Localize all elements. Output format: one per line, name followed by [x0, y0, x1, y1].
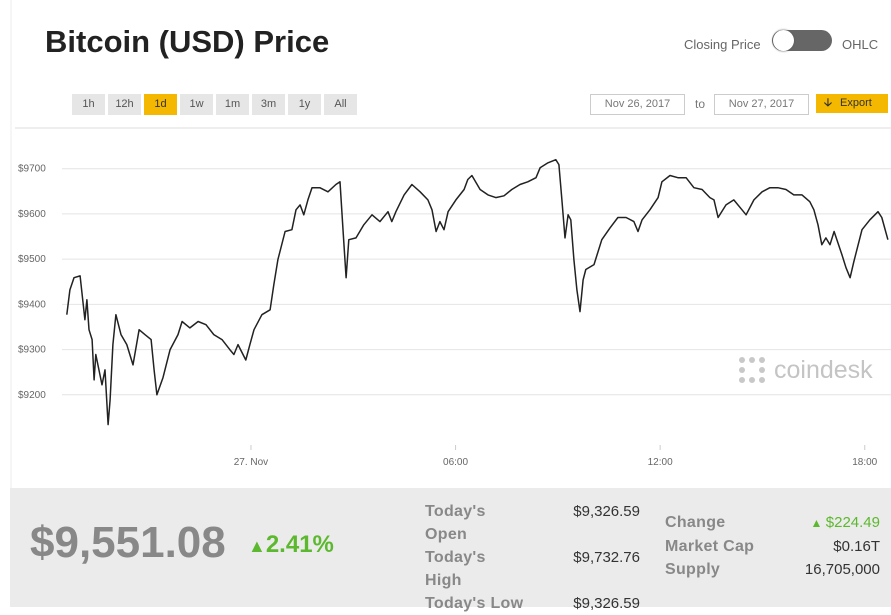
plot: $9200 $9300 $9400 $9500 $9600 $9700 27. Nov 06:… [18, 158, 891, 468]
x-tick-label: 12:00 [648, 457, 673, 468]
price-line [66, 158, 889, 426]
stat-value: $9,326.59 [573, 592, 640, 615]
price-change: ▲2.41% [248, 531, 334, 559]
change-percent: 2.41% [265, 531, 334, 558]
stat-label: Today's Low [425, 595, 524, 612]
stat-value-text: $9,732.76 [573, 549, 640, 566]
stat-label: Market Cap [665, 538, 755, 555]
stat-value-text: $0.16T [833, 538, 880, 555]
range-button[interactable]: All [324, 94, 357, 115]
current-price: $9,551.08 [30, 518, 226, 567]
range-button[interactable]: 1m [216, 94, 249, 115]
up-arrow: ▲ [810, 516, 826, 530]
stat-label: Today's Open [425, 503, 486, 543]
watermark: coindesk [774, 356, 873, 384]
range-button[interactable]: 3m [252, 94, 285, 115]
y-tick-label: $9700 [18, 164, 46, 175]
stat-value: $9,732.76 [573, 546, 640, 569]
stat-value-text: $9,326.59 [573, 503, 640, 520]
stat-row: Today's Open $9,326.59 [425, 500, 640, 546]
range-button[interactable]: 1d [144, 94, 177, 115]
stats-left: Today's Open $9,326.59 Today's High $9,732.… [425, 500, 640, 615]
y-tick-label: $9300 [18, 345, 46, 356]
y-tick-label: $9200 [18, 390, 46, 401]
x-tick-label: 27. Nov [234, 457, 268, 468]
range-button[interactable]: 1w [180, 94, 213, 115]
y-tick-label: $9400 [18, 299, 46, 310]
stat-value: 16,705,000 [805, 558, 880, 581]
y-tick-label: $9500 [18, 254, 46, 265]
toggle-switch[interactable] [772, 30, 832, 51]
range-button[interactable]: 1h [72, 94, 105, 115]
toggle-label: Closing Price [684, 37, 761, 52]
stat-label: Today's High [425, 549, 486, 589]
date-input[interactable]: Nov 26, 2017 [590, 94, 685, 115]
date-separator: to [695, 97, 706, 111]
stat-value-text: $9,326.59 [573, 595, 640, 612]
stat-row: Change ▲ $224.49 [665, 511, 880, 535]
up-arrow: ▲ [248, 536, 266, 556]
stat-row: Market Cap $0.16T [665, 535, 880, 558]
export-icon: 🡣 [824, 97, 832, 109]
toggle-knob [773, 30, 794, 51]
stat-row: Today's Low $9,326.59 [425, 592, 640, 615]
stat-value-text: 16,705,000 [804, 561, 880, 578]
watermark-logo [739, 357, 765, 383]
stat-value-text: $224.49 [825, 514, 880, 531]
range-button[interactable]: 1y [288, 94, 321, 115]
stat-row: Supply 16,705,000 [665, 558, 880, 581]
date-input[interactable]: Nov 27, 2017 [714, 94, 809, 115]
toggle-label: OHLC [842, 37, 879, 52]
stat-value: ▲ $224.49 [811, 511, 880, 535]
stat-label: Supply [665, 561, 721, 578]
export-button[interactable]: 🡣 Export [816, 94, 888, 113]
stat-row: Today's High $9,732.76 [425, 546, 640, 592]
stat-value: $9,326.59 [573, 500, 640, 523]
stat-label: Change [665, 514, 726, 531]
stats-right: Change ▲ $224.49 Market Cap $0.16T Supply 16,… [665, 511, 880, 581]
range-button[interactable]: 12h [108, 94, 141, 115]
summary-panel [10, 488, 891, 607]
title: Bitcoin (USD) Price [45, 24, 330, 59]
export-label: Export [840, 97, 872, 109]
stat-value: $0.16T [833, 535, 880, 558]
range-buttons: 1h 12h 1d 1w 1m 3m 1y All [72, 94, 357, 115]
x-tick-label: 06:00 [443, 457, 468, 468]
y-tick-label: $9600 [18, 209, 46, 220]
x-tick-label: 18:00 [852, 457, 877, 468]
